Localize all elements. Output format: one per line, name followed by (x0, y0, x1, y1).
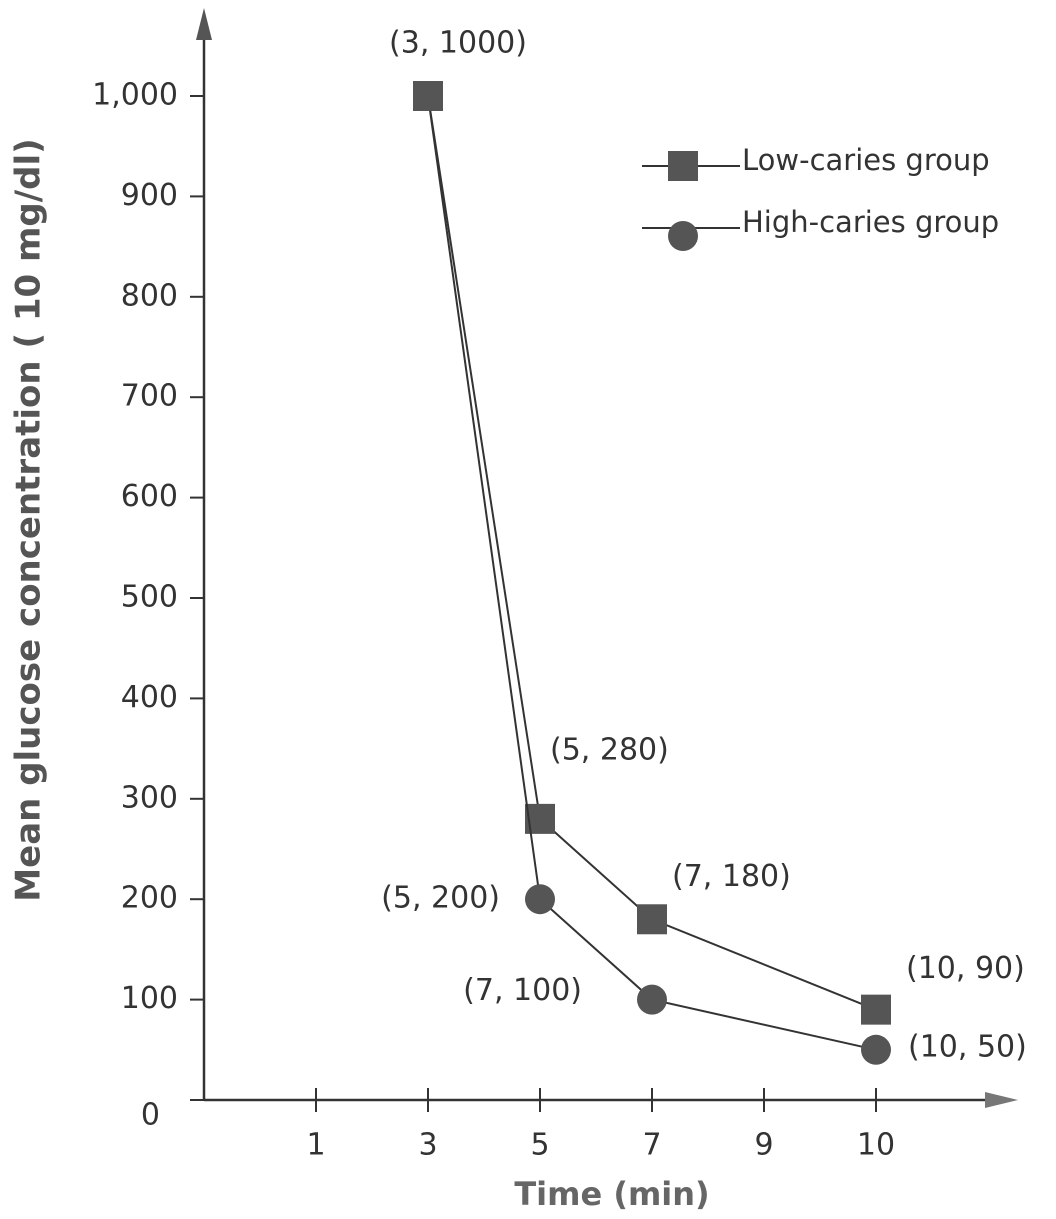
marker (637, 984, 667, 1015)
marker (861, 994, 891, 1025)
value-label: (5, 280) (550, 732, 669, 767)
y-tick-label: 0 (141, 1098, 160, 1133)
marker (637, 904, 667, 935)
series-line (427, 95, 877, 1011)
y-tick-label: 200 (121, 881, 178, 916)
x-tick-label: 9 (754, 1128, 773, 1163)
x-tick-label: 3 (418, 1128, 437, 1163)
x-tick-label: 7 (642, 1128, 661, 1163)
marker (413, 81, 443, 111)
legend-label: Low-caries group (742, 143, 990, 177)
x-tick-label: 10 (857, 1128, 895, 1163)
x-axis-label: Time (min) (514, 1175, 709, 1213)
x-tick-label: 5 (530, 1128, 549, 1163)
legend-marker (668, 221, 698, 251)
y-tick-label: 100 (121, 981, 178, 1016)
marker (525, 884, 555, 915)
legend-marker (668, 151, 698, 181)
value-label: (7, 100) (463, 973, 582, 1008)
y-axis-arrow (196, 8, 212, 40)
y-tick-label: 800 (121, 278, 178, 313)
y-tick-label: 400 (121, 680, 178, 715)
series-line (427, 95, 877, 1051)
value-label: (10, 90) (906, 951, 1025, 986)
x-axis-arrow (985, 1092, 1018, 1108)
value-label: (3, 1000) (389, 26, 527, 61)
y-tick-label: 500 (121, 580, 178, 615)
x-tick-label: 1 (306, 1128, 325, 1163)
value-label: (10, 50) (908, 1029, 1027, 1064)
y-tick-label: 900 (121, 178, 178, 213)
value-label: (7, 180) (672, 859, 791, 894)
value-label: (5, 200) (381, 881, 500, 916)
y-tick-label: 700 (121, 379, 178, 414)
y-tick-label: 300 (121, 780, 178, 815)
marker (861, 1034, 891, 1065)
y-tick-label: 600 (121, 479, 178, 514)
y-tick-label: 1,000 (92, 78, 178, 113)
legend-label: High-caries group (742, 205, 999, 239)
y-axis-label: Mean glucose concentration ( 10 mg/dl) (9, 138, 49, 901)
